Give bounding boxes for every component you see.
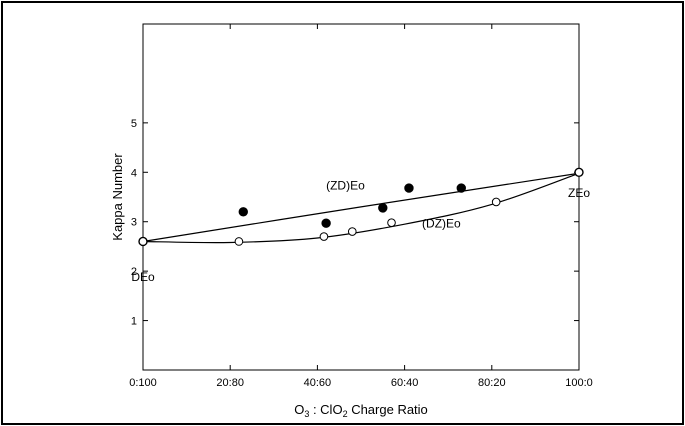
x-tick-label: 20:80 bbox=[216, 377, 244, 389]
dz-eo-point bbox=[347, 227, 357, 236]
x-axis-label: O3 : ClO2 Charge Ratio bbox=[294, 402, 428, 419]
dz-eo-point bbox=[574, 167, 584, 177]
x-tick-label: 80:20 bbox=[478, 377, 506, 389]
fit-curves bbox=[142, 172, 580, 244]
x-axis-label-main: O bbox=[294, 402, 304, 417]
x-tick-label: 100:0 bbox=[565, 377, 593, 389]
zd-eo-fit-line bbox=[142, 172, 580, 243]
y-tick-label: 1 bbox=[131, 316, 137, 328]
zd-eo-point bbox=[321, 218, 331, 228]
dz-eo-point bbox=[138, 237, 148, 246]
y-tick-labels: 1 2 3 4 5 bbox=[131, 118, 137, 328]
annotation-label: (ZD)Eo bbox=[326, 179, 365, 193]
dz-eo-point bbox=[491, 197, 501, 207]
x-tick-labels: 0:100 20:80 40:60 60:40 80:20 100:0 bbox=[129, 377, 593, 389]
x-tick-label: 60:40 bbox=[391, 377, 419, 389]
zd-eo-point bbox=[456, 183, 466, 193]
x-axis-label-sub1: 3 bbox=[304, 409, 309, 419]
data-points bbox=[138, 167, 584, 247]
x-axis-label-sub2: 2 bbox=[343, 409, 348, 419]
y-tick-label: 2 bbox=[131, 266, 137, 278]
y-axis-label: Kappa Number bbox=[110, 153, 125, 241]
zd-eo-point bbox=[378, 203, 388, 213]
dz-eo-fit-line bbox=[142, 172, 580, 244]
annotations: (ZD)Eo (DZ)Eo ZEo DEo bbox=[131, 179, 590, 284]
zd-eo-point bbox=[238, 207, 248, 217]
y-tick-label: 5 bbox=[131, 118, 137, 130]
tick-marks bbox=[142, 24, 580, 370]
annotation-label: DEo bbox=[131, 270, 155, 284]
y-tick-label: 3 bbox=[131, 217, 137, 229]
annotation-label: ZEo bbox=[568, 186, 590, 200]
dz-eo-point bbox=[319, 232, 329, 241]
x-tick-label: 40:60 bbox=[304, 377, 332, 389]
x-tick-label: 0:100 bbox=[129, 377, 157, 389]
plot-area bbox=[142, 23, 580, 371]
zd-eo-point bbox=[404, 183, 414, 193]
dz-eo-point bbox=[387, 218, 396, 228]
x-axis-label-tail: Charge Ratio bbox=[348, 402, 428, 417]
dz-eo-point bbox=[234, 237, 244, 246]
x-axis-label-mid: : ClO bbox=[309, 402, 342, 417]
y-tick-label: 4 bbox=[131, 167, 137, 179]
annotation-label: (DZ)Eo bbox=[422, 217, 461, 231]
